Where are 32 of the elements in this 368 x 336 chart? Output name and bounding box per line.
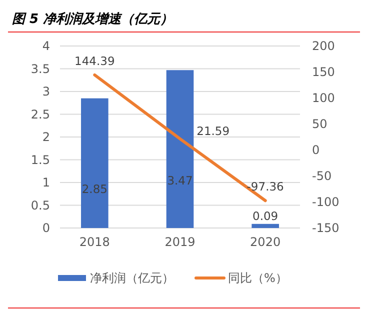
chart-title: 图 5 净利润及增速（亿元） bbox=[12, 11, 174, 27]
y2-tick-label: -50 bbox=[312, 169, 332, 183]
y-tick-label: 0 bbox=[42, 221, 50, 235]
y-tick-label: 1.5 bbox=[30, 152, 50, 167]
x-tick-label: 2019 bbox=[164, 235, 196, 249]
y2-tick-label: 50 bbox=[312, 117, 328, 131]
y-tick-label: 3.5 bbox=[30, 62, 50, 76]
x-tick-label: 2020 bbox=[250, 235, 281, 249]
y2-tick-label: 0 bbox=[312, 143, 320, 157]
y2-tick-label: 200 bbox=[312, 39, 335, 53]
bar bbox=[81, 98, 108, 228]
data-label: 0.09 bbox=[252, 208, 278, 223]
data-label: 2.85 bbox=[82, 182, 108, 196]
y2-tick-label: 150 bbox=[312, 65, 335, 79]
y-tick-label: 3 bbox=[42, 84, 50, 98]
y-tick-label: 2 bbox=[42, 130, 50, 144]
y2-tick-label: -100 bbox=[312, 195, 340, 209]
data-label: 21.59 bbox=[196, 124, 230, 138]
y2-tick-label: 100 bbox=[312, 91, 335, 105]
y-tick-label: 1 bbox=[42, 176, 50, 190]
y2-tick-label: -150 bbox=[312, 221, 340, 235]
data-label: 3.47 bbox=[167, 174, 193, 188]
data-label: 144.39 bbox=[74, 54, 115, 68]
y-tick-label: 2.5 bbox=[30, 107, 50, 122]
legend-label: 同比（%） bbox=[228, 271, 288, 285]
bar bbox=[166, 70, 194, 228]
y-tick-label: 4 bbox=[42, 39, 50, 53]
data-label: -97.36 bbox=[246, 180, 284, 194]
x-tick-label: 2018 bbox=[79, 235, 110, 249]
bar bbox=[252, 224, 279, 228]
y-tick-label: 0.5 bbox=[30, 198, 50, 212]
legend-label: 净利润（亿元） bbox=[90, 271, 174, 285]
